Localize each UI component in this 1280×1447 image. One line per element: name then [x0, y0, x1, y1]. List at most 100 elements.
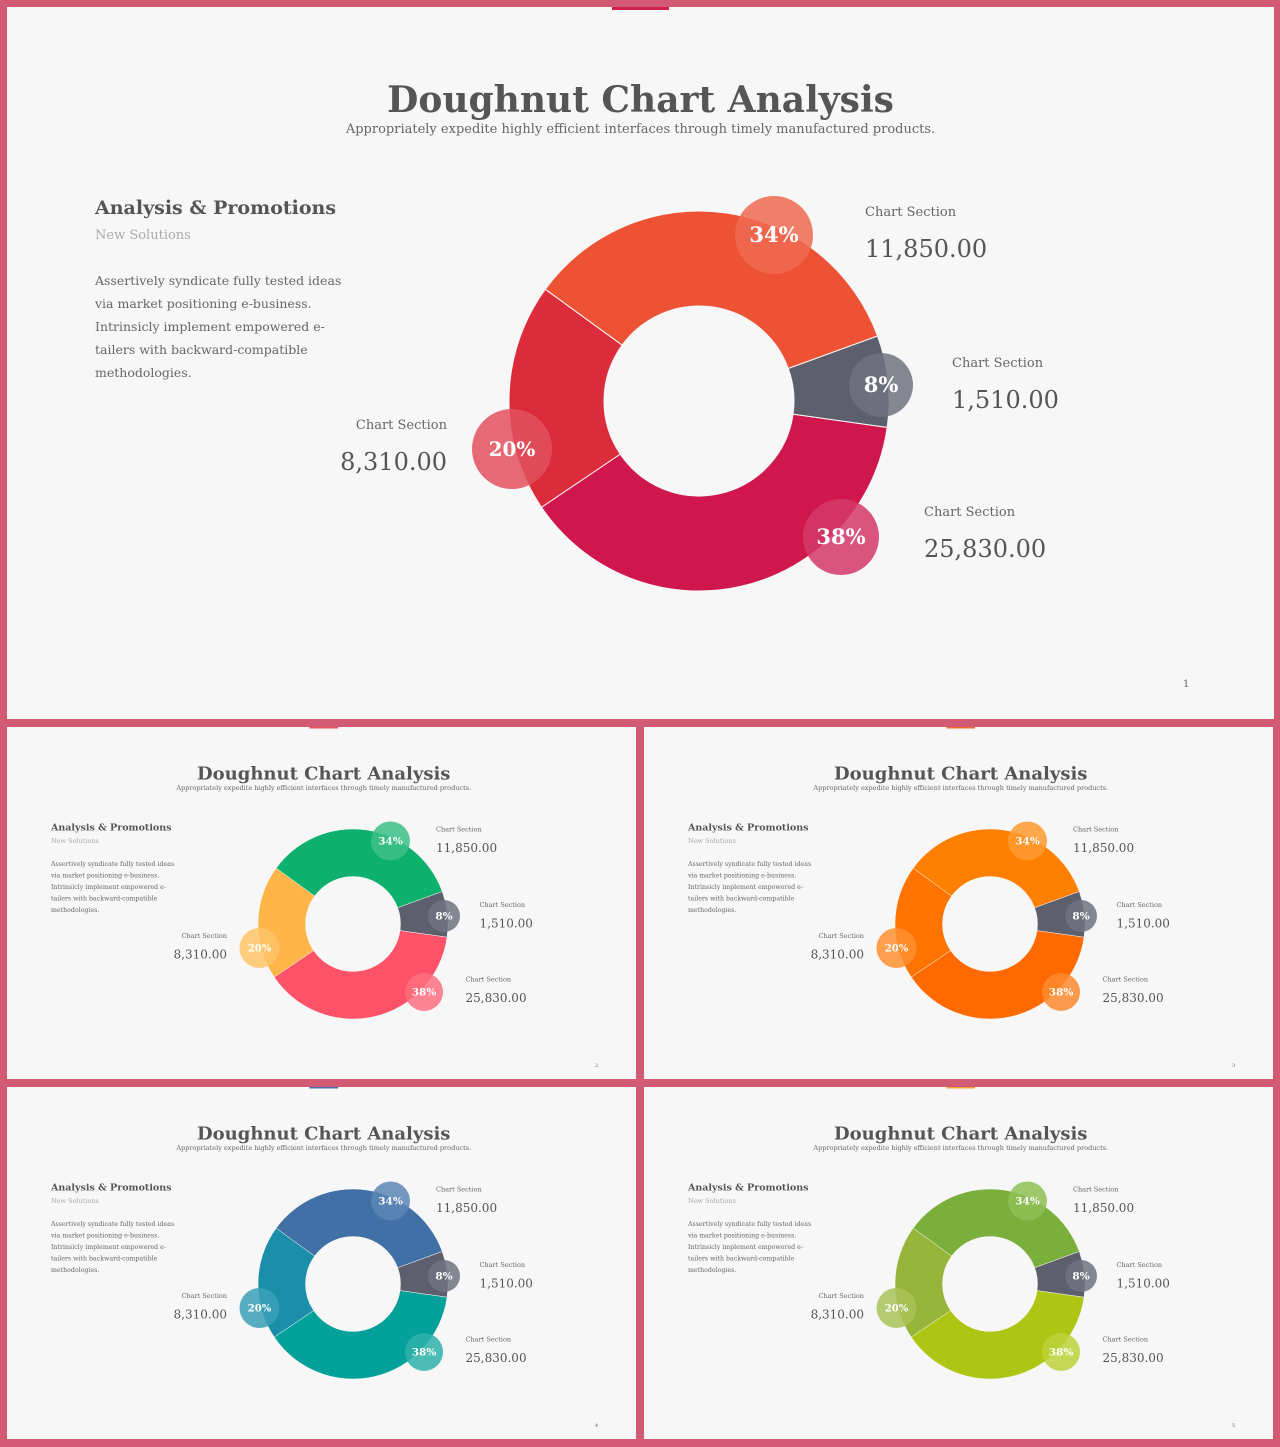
slide-accent-bar [946, 727, 975, 729]
chart-section-value-3: 25,830.00 [924, 535, 1047, 563]
chart-section-label-1: Chart Section [436, 1186, 482, 1194]
percent-label-3: 38% [816, 524, 865, 549]
percent-bubble-1 [371, 1181, 410, 1221]
percent-bubble-1 [735, 196, 813, 274]
doughnut-chart: 34% 8% 38% 20% [876, 821, 1097, 1020]
chart-section-value-3: 25,830.00 [465, 1351, 527, 1365]
percent-bubble-2 [849, 353, 913, 417]
slide-2[interactable]: Doughnut Chart Analysis Appropriately exp… [7, 727, 636, 1079]
percent-label-1: 34% [378, 1196, 403, 1208]
percent-bubble-2 [1065, 900, 1097, 932]
percent-label-4: 20% [489, 437, 536, 461]
chart-section-label-2: Chart Section [1116, 1261, 1163, 1270]
chart-section-value-1: 11,850.00 [436, 1201, 498, 1215]
chart-section-label-1: Chart Section [1073, 1186, 1119, 1194]
percent-bubble-3 [803, 499, 879, 575]
page-number: 1 [1183, 679, 1190, 690]
slide-title: Doughnut Chart Analysis [834, 763, 1088, 784]
doughnut-chart: 34% 8% 38% 20% [472, 196, 913, 592]
chart-section-label-3: Chart Section [1102, 1336, 1149, 1344]
section-subheading: New Solutions [688, 837, 736, 846]
chart-section-label-3: Chart Section [465, 1336, 512, 1344]
chart-section-label-1: Chart Section [865, 205, 957, 220]
percent-bubble-4 [876, 1288, 917, 1328]
percent-bubble-4 [239, 928, 280, 968]
slide-title: Doughnut Chart Analysis [834, 1123, 1088, 1144]
percent-label-1: 34% [378, 836, 403, 848]
slide-title: Doughnut Chart Analysis [387, 79, 894, 121]
slide-4[interactable]: Doughnut Chart Analysis Appropriately exp… [7, 1087, 636, 1439]
percent-bubble-1 [1008, 1181, 1047, 1221]
chart-section-label-2: Chart Section [1116, 901, 1163, 910]
chart-section-value-3: 25,830.00 [1102, 991, 1164, 1005]
percent-bubble-3 [1042, 1333, 1080, 1371]
chart-section-label-3: Chart Section [924, 505, 1016, 520]
chart-section-value-1: 11,850.00 [436, 841, 498, 855]
chart-section-value-1: 11,850.00 [1073, 1201, 1135, 1215]
section-body: Assertively syndicate fully tested ideas… [95, 273, 342, 380]
percent-bubble-1 [371, 821, 410, 861]
chart-section-value-2: 1,510.00 [479, 1276, 533, 1291]
slide-accent-bar [309, 727, 338, 729]
chart-section-value-2: 1,510.00 [952, 386, 1059, 414]
chart-section-value-4: 8,310.00 [173, 1307, 227, 1322]
percent-label-4: 20% [248, 944, 272, 955]
percent-label-1: 34% [1015, 836, 1040, 848]
slide-title: Doughnut Chart Analysis [197, 763, 451, 784]
percent-bubble-2 [428, 1260, 460, 1292]
percent-bubble-2 [428, 900, 460, 932]
percent-bubble-1 [1008, 821, 1047, 861]
page-number: 4 [595, 1423, 599, 1429]
chart-section-label-4: Chart Section [355, 418, 447, 433]
chart-section-value-4: 8,310.00 [340, 448, 447, 476]
percent-label-2: 8% [1072, 1271, 1089, 1283]
slide-5[interactable]: Doughnut Chart Analysis Appropriately exp… [644, 1087, 1273, 1439]
percent-label-3: 38% [412, 1347, 437, 1359]
chart-section-value-2: 1,510.00 [479, 916, 533, 931]
slide-subtitle: Appropriately expedite highly efficient … [813, 1144, 1109, 1153]
chart-section-label-4: Chart Section [181, 1292, 227, 1301]
percent-bubble-4 [472, 409, 552, 489]
percent-label-3: 38% [412, 987, 437, 999]
section-body: Assertively syndicate fully tested ideas… [51, 1220, 175, 1274]
slide-accent-bar [946, 1087, 975, 1089]
slide-subtitle: Appropriately expedite highly efficient … [176, 1144, 472, 1153]
chart-section-value-4: 8,310.00 [173, 947, 227, 962]
page-number: 3 [1232, 1063, 1236, 1069]
chart-section-value-2: 1,510.00 [1116, 1276, 1170, 1291]
chart-section-value-2: 1,510.00 [1116, 916, 1170, 931]
section-heading: Analysis & Promotions [688, 822, 809, 833]
percent-label-3: 38% [1049, 987, 1074, 999]
chart-section-label-1: Chart Section [436, 826, 482, 834]
chart-section-value-4: 8,310.00 [810, 947, 864, 962]
section-body: Assertively syndicate fully tested ideas… [51, 860, 175, 914]
percent-bubble-3 [1042, 973, 1080, 1011]
percent-label-2: 8% [864, 372, 899, 397]
doughnut-chart: 34% 8% 38% 20% [876, 1181, 1097, 1380]
percent-bubble-4 [876, 928, 917, 968]
section-body: Assertively syndicate fully tested ideas… [688, 860, 812, 914]
section-heading: Analysis & Promotions [51, 1182, 172, 1193]
chart-section-label-1: Chart Section [1073, 826, 1119, 834]
percent-label-1: 34% [749, 222, 798, 247]
percent-label-4: 20% [885, 1304, 909, 1315]
percent-bubble-2 [1065, 1260, 1097, 1292]
percent-bubble-3 [405, 973, 443, 1011]
chart-section-label-4: Chart Section [818, 1292, 864, 1301]
percent-label-4: 20% [885, 944, 909, 955]
chart-section-value-3: 25,830.00 [1102, 1351, 1164, 1365]
page-number: 5 [1232, 1423, 1236, 1429]
percent-label-2: 8% [435, 1271, 452, 1283]
slide-1[interactable]: Doughnut Chart Analysis Appropriately exp… [7, 7, 1274, 719]
section-subheading: New Solutions [51, 1197, 99, 1206]
slide-3[interactable]: Doughnut Chart Analysis Appropriately exp… [644, 727, 1273, 1079]
section-subheading: New Solutions [688, 1197, 736, 1206]
percent-bubble-3 [405, 1333, 443, 1371]
section-heading: Analysis & Promotions [688, 1182, 809, 1193]
chart-section-label-4: Chart Section [818, 932, 864, 941]
section-heading: Analysis & Promotions [95, 197, 337, 219]
chart-section-value-1: 11,850.00 [865, 235, 988, 263]
percent-label-4: 20% [248, 1304, 272, 1315]
slide-subtitle: Appropriately expedite highly efficient … [176, 784, 472, 793]
doughnut-chart: 34% 8% 38% 20% [239, 821, 460, 1020]
